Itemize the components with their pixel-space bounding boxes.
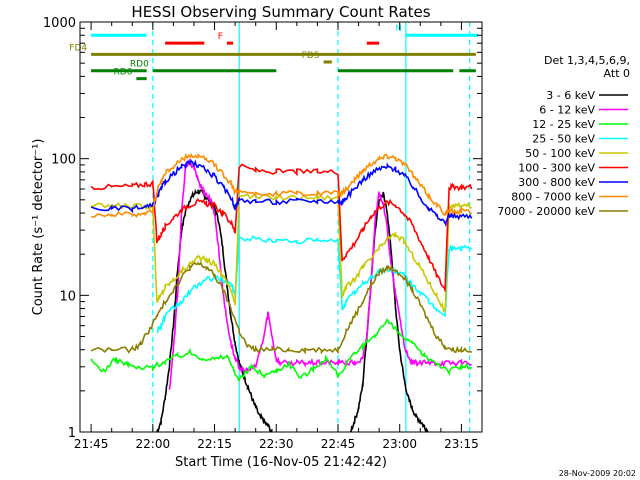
legend: Det 1,3,4,5,6,9,Att 0 3 - 6 keV 6 - 12 keV… [497, 54, 630, 218]
marker-lines [152, 22, 471, 432]
series-line-6-12-kev [168, 158, 472, 390]
legend-label: 300 - 800 keV [518, 176, 595, 189]
y-axis-label: Count Rate (s⁻¹ detector⁻¹) [31, 139, 46, 316]
series-line-800-7000-kev [91, 152, 473, 218]
series-line-3-6-kev [156, 188, 430, 432]
status-bar-label: RD0 [130, 60, 149, 70]
legend-header: Det 1,3,4,5,6,9, [544, 54, 630, 67]
series-line-7000-20000-kev [90, 261, 473, 355]
x-axis: 21:45 22:00 22:15 22:30 22:45 23:00 23:15 [74, 22, 483, 451]
y-tick-label: 1000 [43, 16, 76, 31]
status-bar-label: RD6 [113, 68, 132, 78]
x-tick-label: 22:45 [321, 437, 356, 451]
status-bar-label: F [218, 32, 223, 42]
legend-label: 12 - 25 keV [532, 118, 595, 131]
y-axis: 1 10 100 1000 [43, 16, 482, 441]
series-line-25-50-kev [156, 234, 472, 334]
series-line-300-800-kev [90, 159, 473, 228]
y-tick-label: 1 [68, 426, 76, 441]
x-tick-label: 23:15 [444, 437, 479, 451]
x-tick-label: 22:00 [136, 437, 171, 451]
x-tick-label: 22:30 [259, 437, 294, 451]
y-tick-label: 100 [51, 153, 76, 168]
legend-label: 800 - 7000 keV [511, 191, 595, 204]
x-tick-label: 22:15 [197, 437, 232, 451]
legend-label: 50 - 100 keV [525, 147, 595, 160]
legend-label: 3 - 6 keV [546, 89, 595, 102]
status-bar-label: FD4 [69, 43, 87, 53]
footer-date: 28-Nov-2009 20:02 [559, 469, 636, 478]
legend-header: Att 0 [604, 67, 630, 80]
legend-label: 25 - 50 keV [532, 133, 595, 146]
series-line-100-300-kev [90, 163, 473, 292]
legend-label: 6 - 12 keV [539, 104, 595, 117]
chart-title: HESSI Observing Summary Count Rates [131, 3, 430, 21]
x-axis-label: Start Time (16-Nov-05 21:42:42) [175, 455, 387, 470]
legend-label: 7000 - 20000 keV [497, 205, 595, 218]
series-layer [90, 152, 473, 432]
plot-frame [79, 21, 483, 433]
status-bar-label: N [395, 24, 402, 34]
x-tick-label: 23:00 [382, 437, 417, 451]
x-tick-label: 21:45 [74, 437, 109, 451]
y-tick-label: 10 [59, 289, 76, 304]
legend-label: 100 - 300 keV [518, 162, 595, 175]
series-line-12-25-kev [90, 318, 473, 382]
status-bar-label: FD5 [302, 51, 320, 61]
